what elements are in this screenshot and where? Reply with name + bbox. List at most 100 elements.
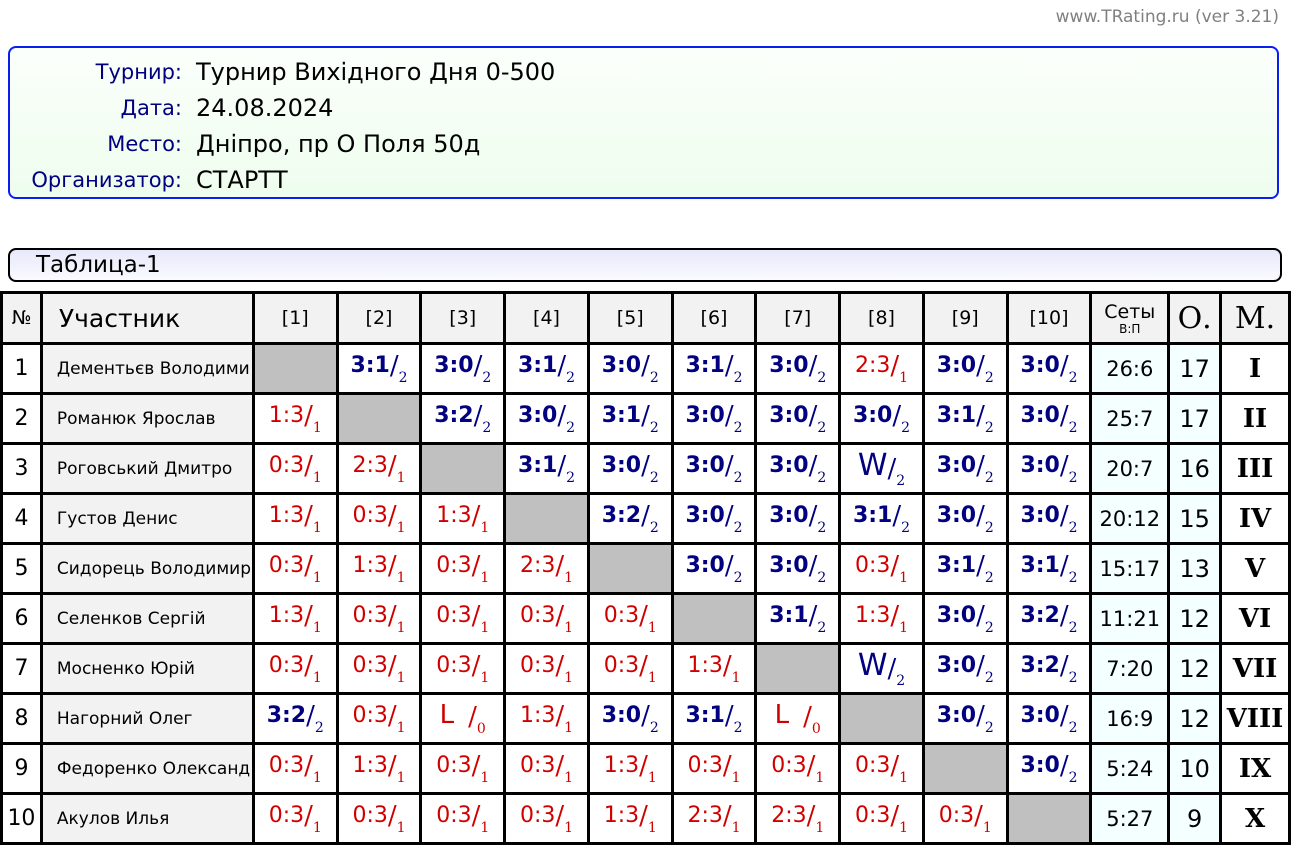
points-fraction: /	[555, 551, 565, 581]
match-points: 1	[647, 770, 657, 786]
score: 3:0	[601, 453, 642, 478]
diagonal-cell	[335, 392, 423, 445]
info-date: Дата: 24.08.2024	[10, 90, 334, 126]
sets-ratio: 15:17	[1089, 542, 1171, 595]
score: 3:0	[769, 403, 809, 428]
points-fraction: /	[387, 701, 397, 731]
diagonal-cell	[754, 642, 842, 695]
score: 3:2	[601, 503, 642, 528]
points-fraction: /	[892, 501, 902, 531]
total-points: 16	[1167, 442, 1223, 495]
table-row: 2 Романюк Ярослав 1:3/1 3:2/2 3:0/2 3:1/2 3:0/…	[0, 392, 1291, 445]
final-place: II	[1219, 392, 1291, 445]
header-num: №	[0, 291, 43, 345]
points-fraction: /	[387, 651, 397, 681]
match-points: 1	[312, 670, 322, 686]
result-cell: 1:3/1	[335, 742, 423, 795]
score: 3:0	[1020, 453, 1060, 478]
points-fraction: /	[641, 501, 650, 531]
score: 1:3	[268, 503, 305, 528]
header-row: № Участник [1] [2] [3] [4] [5] [6] [7] [8] [9] [1…	[0, 291, 1291, 345]
match-points: 2	[901, 520, 911, 536]
score: 1:3	[436, 503, 472, 528]
match-points: 2	[984, 370, 994, 386]
match-points: 1	[396, 570, 406, 586]
result-cell: 0:3/1	[838, 542, 925, 595]
result-cell: 3:0/2	[921, 592, 1009, 645]
score: 3:0	[1020, 703, 1060, 728]
score: 3:0	[1020, 353, 1060, 378]
points-fraction: /	[555, 601, 565, 631]
info-value: Турнир Вихідного Дня 0-500	[196, 58, 556, 86]
match-points: 1	[564, 770, 574, 786]
match-points: 1	[480, 820, 490, 836]
result-cell: 1:3/1	[419, 492, 507, 545]
points-fraction: /	[304, 451, 313, 481]
total-points: 9	[1167, 792, 1223, 845]
player-name: Роговський Дмитро	[39, 442, 255, 495]
match-points: 1	[564, 720, 574, 736]
points-fraction: /	[724, 551, 734, 581]
score: 1:3	[268, 603, 305, 628]
header-opponent-3: [3]	[419, 291, 507, 345]
final-place: VII	[1219, 642, 1291, 695]
result-cell: 3:2/2	[419, 392, 507, 445]
match-points: 1	[396, 470, 406, 486]
sets-ratio: 26:6	[1089, 342, 1171, 395]
points-fraction: /	[641, 351, 650, 381]
points-fraction: /	[557, 401, 567, 431]
result-cell: 0:3/1	[335, 792, 423, 845]
match-points: 1	[647, 670, 657, 686]
result-cell: 3:0/2	[754, 342, 842, 395]
score: 0:3	[436, 603, 472, 628]
player-name: Федоренко Олександ	[39, 742, 255, 795]
diagonal-cell	[586, 542, 674, 595]
points-fraction: /	[641, 451, 650, 481]
points-fraction: /	[1059, 451, 1069, 481]
diagonal-cell	[670, 592, 758, 645]
table-row: 8 Нагорний Олег 3:2/2 0:3/1 L/0 1:3/1 3:0/2 3:1…	[0, 692, 1291, 745]
result-cell: 1:3/1	[503, 692, 590, 745]
score: L	[774, 700, 790, 730]
info-organizer: Организатор: СТАРТТ	[10, 162, 287, 198]
points-fraction: /	[387, 551, 397, 581]
points-fraction: /	[724, 701, 734, 731]
match-points: 2	[733, 570, 743, 586]
points-fraction: /	[471, 801, 481, 831]
final-place: IX	[1219, 742, 1291, 795]
result-cell: 3:0/2	[1005, 742, 1093, 795]
points-fraction: /	[806, 751, 816, 781]
match-points: 1	[731, 770, 741, 786]
match-points: 1	[312, 420, 322, 436]
points-fraction: /	[724, 351, 734, 381]
total-points: 12	[1167, 692, 1223, 745]
score: 3:0	[936, 503, 977, 528]
points-fraction: /	[1059, 701, 1069, 731]
result-cell: 0:3/1	[838, 742, 925, 795]
player-number: 7	[0, 642, 43, 695]
result-cell: 1:3/1	[251, 492, 339, 545]
header-points: О.	[1167, 291, 1223, 345]
points-fraction: /	[890, 801, 900, 831]
match-points: 1	[647, 620, 657, 636]
points-fraction: /	[1059, 751, 1069, 781]
result-cell: 3:0/2	[921, 642, 1009, 695]
result-cell: 0:3/1	[503, 642, 590, 695]
match-points: 1	[312, 770, 322, 786]
score: 3:0	[769, 553, 809, 578]
match-points: 2	[1068, 620, 1078, 636]
result-cell: 3:0/2	[754, 442, 842, 495]
result-cell: 3:0/2	[670, 492, 758, 545]
result-cell: 0:3/1	[670, 742, 758, 795]
points-fraction: /	[555, 751, 565, 781]
score: 1:3	[268, 403, 305, 428]
match-points: 2	[398, 370, 408, 386]
score: 0:3	[603, 653, 640, 678]
points-fraction: /	[471, 651, 481, 681]
match-points: 1	[899, 570, 909, 586]
total-points: 13	[1167, 542, 1223, 595]
result-cell: 3:0/2	[1005, 492, 1093, 545]
score: 0:3	[603, 603, 640, 628]
score: 0:3	[519, 753, 556, 778]
match-points: 1	[396, 770, 406, 786]
